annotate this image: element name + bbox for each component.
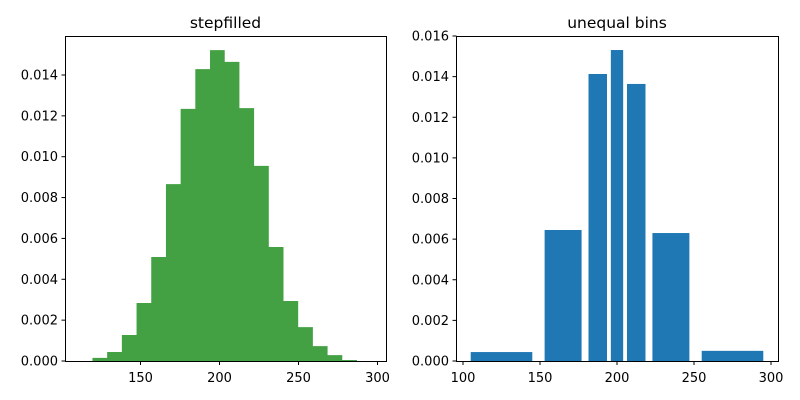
histogram-bar: [701, 350, 764, 361]
x-tick-label: 300: [365, 371, 390, 386]
y-tick-label: 0.014: [412, 70, 449, 85]
histogram-bar: [588, 73, 607, 361]
y-tick-label: 0.006: [21, 232, 58, 247]
y-tick-label: 0.016: [412, 30, 449, 45]
y-tick-label: 0.008: [21, 191, 58, 206]
histogram-bar: [627, 83, 646, 361]
unequal-bins-bars: [470, 50, 764, 361]
x-tick-label: 150: [528, 371, 553, 386]
x-tick-label: 200: [605, 371, 630, 386]
y-tick-label: 0.002: [412, 314, 449, 329]
y-tick-label: 0.006: [412, 233, 449, 248]
unequal-bins-y-axis: 0.000 0.002 0.004 0.006 0.008 0.010 0.012 0.014…: [412, 30, 457, 370]
unequal-bins-axes: unequal bins 100 150 200 250 300 0.0000.0020…: [412, 14, 784, 386]
y-tick-label: 0.000: [21, 355, 58, 370]
x-tick-label: 250: [286, 371, 311, 386]
histogram-bar: [544, 229, 582, 361]
unequal-bins-title: unequal bins: [567, 14, 667, 32]
stepfilled-axes-frame: [65, 36, 387, 362]
unequal-bins-x-axis: 100 150 200 250 300: [451, 361, 784, 386]
histogram-bar: [610, 50, 624, 361]
histogram-bar: [470, 352, 533, 361]
stepfilled-axes: stepfilled 150 200 250 300 0.0000.0020.0040…: [21, 14, 390, 386]
y-tick-label: 0.008: [412, 192, 449, 207]
stepfilled-histogram-area: [92, 50, 357, 362]
x-tick-label: 200: [207, 371, 232, 386]
x-tick-label: 100: [451, 371, 476, 386]
stepfilled-y-axis: 0.000 0.002 0.004 0.006 0.008 0.010 0.012 0.014: [21, 68, 66, 370]
y-tick-label: 0.012: [21, 109, 58, 124]
stepfilled-title: stepfilled: [190, 14, 261, 32]
y-tick-label: 0.014: [21, 68, 58, 83]
y-tick-label: 0.002: [21, 314, 58, 329]
x-tick-label: 250: [682, 371, 707, 386]
y-tick-label: 0.010: [21, 150, 58, 165]
y-tick-label: 0.004: [21, 273, 58, 288]
x-tick-label: 300: [759, 371, 784, 386]
y-tick-label: 0.010: [412, 151, 449, 166]
histogram-stepfilled-patch: [92, 50, 357, 362]
stepfilled-x-axis: 150 200 250 300: [128, 361, 390, 386]
histogram-bar: [652, 233, 690, 361]
y-tick-label: 0.004: [412, 273, 449, 288]
y-tick-label: 0.000: [412, 355, 449, 370]
x-tick-label: 150: [128, 371, 153, 386]
y-tick-label: 0.012: [412, 111, 449, 126]
